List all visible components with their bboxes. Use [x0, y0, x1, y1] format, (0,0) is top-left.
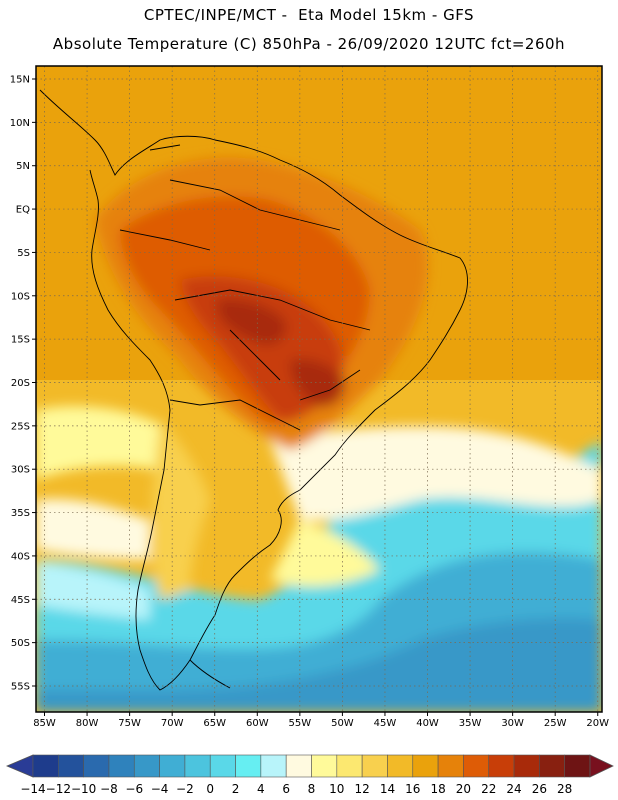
- colorbar: [5, 754, 614, 778]
- colorbar-label: −8: [100, 782, 118, 796]
- colorbar-label: 8: [308, 782, 316, 796]
- colorbar-label: 10: [329, 782, 344, 796]
- lon-label: 35W: [459, 718, 482, 729]
- colorbar-swatch: [260, 754, 287, 778]
- colorbar-label: 24: [506, 782, 521, 796]
- colorbar-swatch: [159, 754, 186, 778]
- colorbar-swatch: [488, 754, 515, 778]
- colorbar-label: 2: [232, 782, 240, 796]
- lon-label: 75W: [118, 718, 141, 729]
- colorbar-swatch: [108, 754, 135, 778]
- lon-label: 30W: [501, 718, 524, 729]
- lat-label: 15N: [10, 75, 30, 86]
- temperature-field: [36, 66, 602, 712]
- lon-label: 80W: [76, 718, 99, 729]
- colorbar-label: 28: [557, 782, 572, 796]
- lon-label: 25W: [544, 718, 567, 729]
- lat-label: EQ: [16, 205, 30, 216]
- lon-label: 20W: [586, 718, 609, 729]
- colorbar-swatch: [336, 754, 363, 778]
- lat-label: 5N: [16, 161, 30, 172]
- lon-label: 55W: [289, 718, 312, 729]
- colorbar-label: 22: [481, 782, 496, 796]
- colorbar-swatch: [83, 754, 110, 778]
- lat-label: 30S: [11, 465, 30, 476]
- lat-label: 55S: [11, 681, 30, 692]
- lon-label: 50W: [331, 718, 354, 729]
- colorbar-swatch: [58, 754, 84, 778]
- colorbar-label: 14: [380, 782, 395, 796]
- lat-label: 20S: [11, 378, 30, 389]
- lat-label: 35S: [11, 508, 30, 519]
- colorbar-swatch: [235, 754, 262, 778]
- lon-label: 85W: [33, 718, 56, 729]
- colorbar-label: 16: [405, 782, 420, 796]
- colorbar-over-arrow: [589, 754, 614, 778]
- lat-label: 50S: [11, 638, 30, 649]
- colorbar-swatch: [564, 754, 591, 778]
- lon-label: 40W: [416, 718, 439, 729]
- colorbar-swatch: [513, 754, 540, 778]
- colorbar-swatch: [133, 754, 160, 778]
- colorbar-swatch: [437, 754, 464, 778]
- colorbar-label: 0: [206, 782, 214, 796]
- lat-label: 10N: [10, 118, 30, 129]
- lon-label: 60W: [246, 718, 269, 729]
- colorbar-swatch: [209, 754, 236, 778]
- colorbar-label: −10: [71, 782, 96, 796]
- title-line-2: Absolute Temperature (C) 850hPa - 26/09/…: [52, 35, 566, 53]
- colorbar-label: 18: [430, 782, 445, 796]
- colorbar-label: 4: [257, 782, 265, 796]
- latitude-labels: 15N 10N 5N EQ 5S 10S 15S 20S 25S 30S 35S 40S 45S 50S 5…: [10, 75, 36, 692]
- colorbar-label: 20: [456, 782, 471, 796]
- colorbar-swatch: [311, 754, 338, 778]
- longitude-labels: 85W 80W 75W 70W 65W 60W 55W 50W 45W 40W 35W 30W 25W 2…: [33, 712, 609, 729]
- colorbar-labels: −14 −12 −10 −8 −6 −4 −2 0 2 4 6 8 10 12 14 16 18 20 22 24 26…: [20, 782, 572, 796]
- lat-label: 40S: [11, 551, 30, 562]
- title-line-1: CPTEC/INPE/MCT - Eta Model 15km - GFS: [143, 6, 475, 24]
- colorbar-label: −14: [20, 782, 45, 796]
- colorbar-label: −12: [46, 782, 71, 796]
- colorbar-label: −4: [151, 782, 169, 796]
- lat-label: 45S: [11, 595, 30, 606]
- colorbar-label: −6: [125, 782, 143, 796]
- colorbar-swatch: [463, 754, 490, 778]
- lon-label: 70W: [161, 718, 184, 729]
- map-frame: [35, 65, 603, 713]
- lon-label: 45W: [374, 718, 397, 729]
- colorbar-swatch: [184, 754, 211, 778]
- colorbar-label: 6: [282, 782, 290, 796]
- colorbar-label: −2: [176, 782, 194, 796]
- colorbar-label: 12: [354, 782, 369, 796]
- lon-label: 65W: [203, 718, 226, 729]
- lat-label: 5S: [17, 248, 30, 259]
- colorbar-label: 26: [532, 782, 547, 796]
- lat-label: 25S: [11, 421, 30, 432]
- colorbar-under-arrow: [5, 754, 34, 778]
- colorbar-swatch: [412, 754, 439, 778]
- colorbar-swatch: [361, 754, 388, 778]
- lat-label: 15S: [11, 335, 30, 346]
- colorbar-swatch: [285, 754, 312, 778]
- colorbar-swatch: [539, 754, 565, 778]
- colorbar-swatch: [387, 754, 414, 778]
- colorbar-swatch: [32, 754, 59, 778]
- lat-label: 10S: [11, 291, 30, 302]
